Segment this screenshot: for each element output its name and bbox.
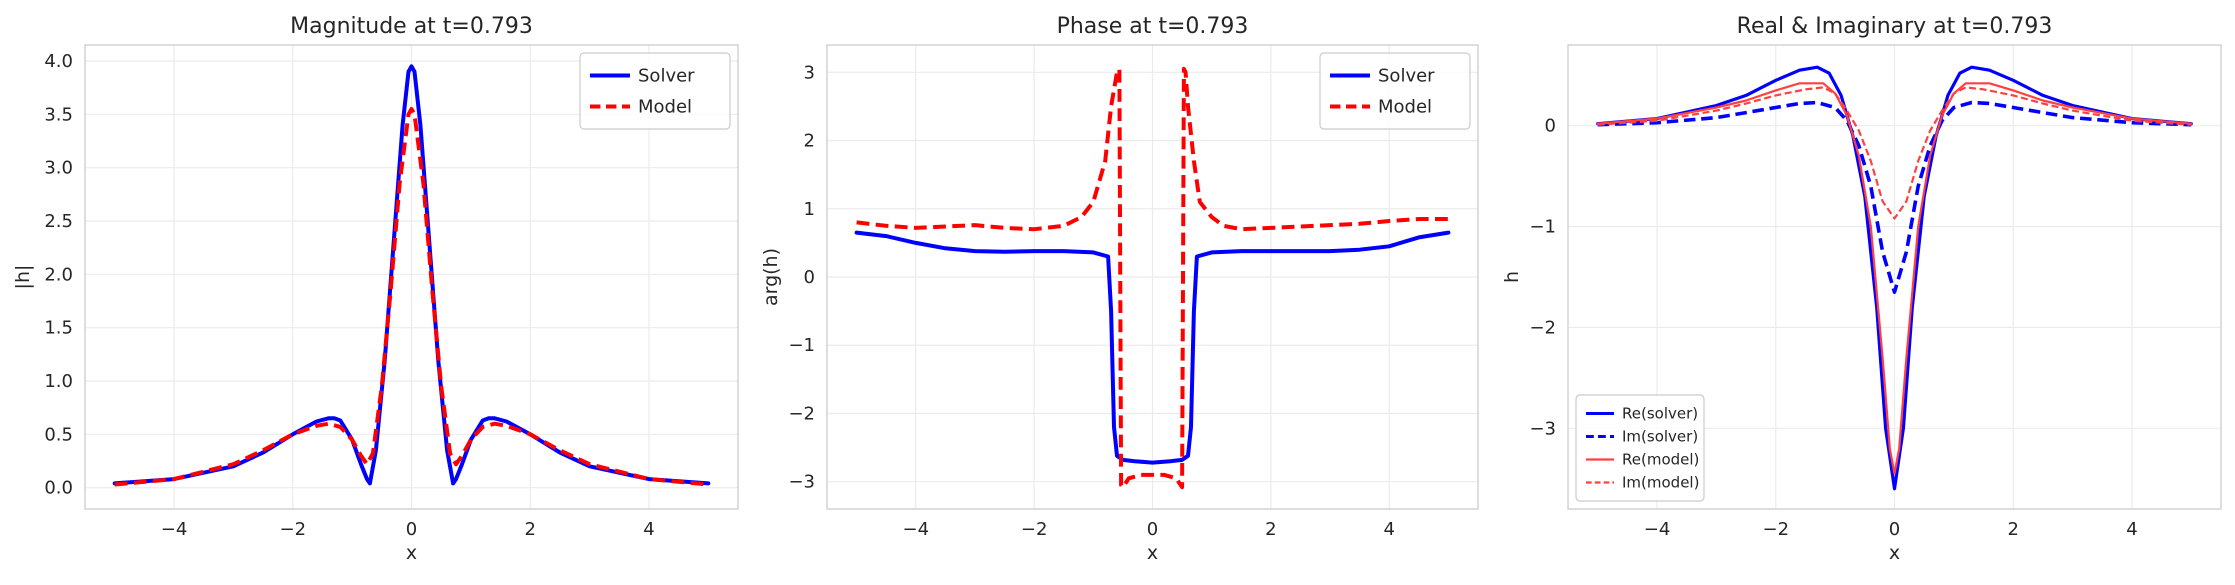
series-line-model xyxy=(114,107,709,487)
y-tick-label: 0 xyxy=(804,267,815,288)
legend-box xyxy=(1319,52,1471,130)
y-tick-label: −2 xyxy=(788,403,815,424)
legend-label: Im(solver) xyxy=(1622,428,1698,446)
y-tick-label: −1 xyxy=(1529,217,1556,238)
y-tick-label: 2.5 xyxy=(44,211,73,232)
y-axis-label: |h| xyxy=(12,265,34,290)
chart-title: Phase at t=0.793 xyxy=(1057,14,1249,39)
magnitude-panel: Magnitude at t=0.793 −4 −2 0 2 4 0.0 0.5 1.0 1.5 2… xyxy=(12,14,739,564)
y-tick-label: 2.0 xyxy=(44,264,73,285)
y-tick-label: 3 xyxy=(804,62,815,83)
plot-frame xyxy=(826,44,1479,510)
series-line-im-solver- xyxy=(1597,100,2192,294)
y-tick-label: 0 xyxy=(1545,116,1556,137)
x-tick-label: 2 xyxy=(525,519,536,540)
legend-label: Model xyxy=(1378,97,1432,118)
y-tick-label: −2 xyxy=(1529,317,1556,338)
legend-box xyxy=(1575,394,1705,502)
y-tick-label: 1 xyxy=(804,199,815,220)
x-axis-label: x xyxy=(1147,542,1158,564)
legend-label: Model xyxy=(638,97,692,118)
y-tick-label: −1 xyxy=(788,335,815,356)
x-tick-label: −4 xyxy=(1644,519,1671,540)
x-axis-label: x xyxy=(1889,542,1900,564)
x-tick-label: 4 xyxy=(643,519,654,540)
x-tick-label: 2 xyxy=(1265,519,1276,540)
legend: Solver Model xyxy=(579,52,731,130)
x-tick-label: −2 xyxy=(1762,519,1789,540)
series-line-re-solver- xyxy=(1596,65,2193,491)
series-line-model xyxy=(856,66,1449,490)
legend-label: Solver xyxy=(1378,66,1435,87)
legend: Solver Model xyxy=(1319,52,1471,130)
y-tick-label: 2 xyxy=(804,131,815,152)
chart-title: Real & Imaginary at t=0.793 xyxy=(1737,14,2053,39)
y-axis-label: arg(h) xyxy=(760,248,782,306)
legend-label: Solver xyxy=(638,66,695,87)
x-tick-label: 4 xyxy=(2126,519,2137,540)
y-tick-label: 3.0 xyxy=(44,158,73,179)
x-tick-label: 0 xyxy=(1147,519,1158,540)
legend-box xyxy=(579,52,731,130)
real-imaginary-panel: Real & Imaginary at t=0.793 −4 −2 0 2 4 −3 −2 −1… xyxy=(1501,14,2222,564)
legend-label: Im(model) xyxy=(1622,474,1699,492)
y-tick-label: 1.0 xyxy=(44,371,73,392)
x-tick-label: 0 xyxy=(406,519,417,540)
x-tick-label: −4 xyxy=(902,519,929,540)
y-tick-label: −3 xyxy=(788,472,815,493)
y-tick-label: 4.0 xyxy=(44,51,73,72)
x-axis-label: x xyxy=(406,542,417,564)
y-tick-label: −3 xyxy=(1529,418,1556,439)
y-tick-label: 0.5 xyxy=(44,424,73,445)
y-tick-label: 0.0 xyxy=(44,478,73,499)
x-tick-label: −2 xyxy=(1021,519,1048,540)
x-tick-label: −4 xyxy=(161,519,188,540)
legend: Re(solver) Im(solver) Re(model) Im(model) xyxy=(1575,394,1705,502)
x-tick-label: 2 xyxy=(2008,519,2019,540)
legend-label: Re(model) xyxy=(1622,451,1699,469)
chart-title: Magnitude at t=0.793 xyxy=(290,14,533,39)
plot-frame xyxy=(1567,44,2222,510)
x-tick-label: −2 xyxy=(279,519,306,540)
x-tick-label: 4 xyxy=(1384,519,1395,540)
plot-frame xyxy=(84,44,739,510)
y-tick-label: 1.5 xyxy=(44,318,73,339)
series-line-solver xyxy=(854,230,1451,465)
series-line-solver xyxy=(112,64,711,486)
series-line-im-model- xyxy=(1597,86,2192,220)
y-axis-label: h xyxy=(1501,271,1523,283)
series-line-re-model- xyxy=(1596,82,2193,475)
legend-label: Re(solver) xyxy=(1622,405,1698,423)
y-tick-label: 3.5 xyxy=(44,104,73,125)
x-tick-label: 0 xyxy=(1889,519,1900,540)
phase-panel: Phase at t=0.793 −4 −2 0 2 4 −3 −2 −1 0 1 2 3 x arg(h)… xyxy=(760,14,1479,564)
